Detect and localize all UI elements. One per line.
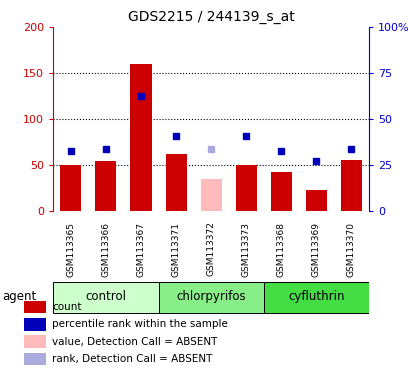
Bar — [200, 179, 221, 211]
FancyBboxPatch shape — [158, 282, 263, 313]
Bar — [130, 64, 151, 211]
Bar — [165, 154, 186, 211]
Bar — [95, 161, 116, 211]
Text: GSM113366: GSM113366 — [101, 222, 110, 276]
Text: percentile rank within the sample: percentile rank within the sample — [52, 319, 228, 329]
Text: GSM113372: GSM113372 — [206, 222, 215, 276]
Bar — [270, 172, 291, 211]
Bar — [60, 165, 81, 211]
Text: GSM113371: GSM113371 — [171, 222, 180, 276]
Text: GSM113367: GSM113367 — [136, 222, 145, 276]
Text: count: count — [52, 302, 82, 312]
Text: GSM113370: GSM113370 — [346, 222, 355, 276]
Bar — [24, 353, 46, 365]
Bar — [340, 160, 361, 211]
Text: cyfluthrin: cyfluthrin — [288, 290, 344, 303]
Text: agent: agent — [2, 290, 36, 303]
Text: chlorpyrifos: chlorpyrifos — [176, 290, 245, 303]
Bar — [305, 190, 326, 211]
Bar — [24, 318, 46, 331]
Bar — [235, 165, 256, 211]
Bar — [24, 336, 46, 348]
Text: value, Detection Call = ABSENT: value, Detection Call = ABSENT — [52, 337, 217, 347]
Text: GSM113373: GSM113373 — [241, 222, 250, 276]
Text: rank, Detection Call = ABSENT: rank, Detection Call = ABSENT — [52, 354, 212, 364]
FancyBboxPatch shape — [53, 282, 158, 313]
FancyBboxPatch shape — [263, 282, 368, 313]
Text: GSM113368: GSM113368 — [276, 222, 285, 276]
Title: GDS2215 / 244139_s_at: GDS2215 / 244139_s_at — [128, 10, 294, 25]
Text: control: control — [85, 290, 126, 303]
Bar — [24, 301, 46, 313]
Text: GSM113365: GSM113365 — [66, 222, 75, 276]
Text: GSM113369: GSM113369 — [311, 222, 320, 276]
